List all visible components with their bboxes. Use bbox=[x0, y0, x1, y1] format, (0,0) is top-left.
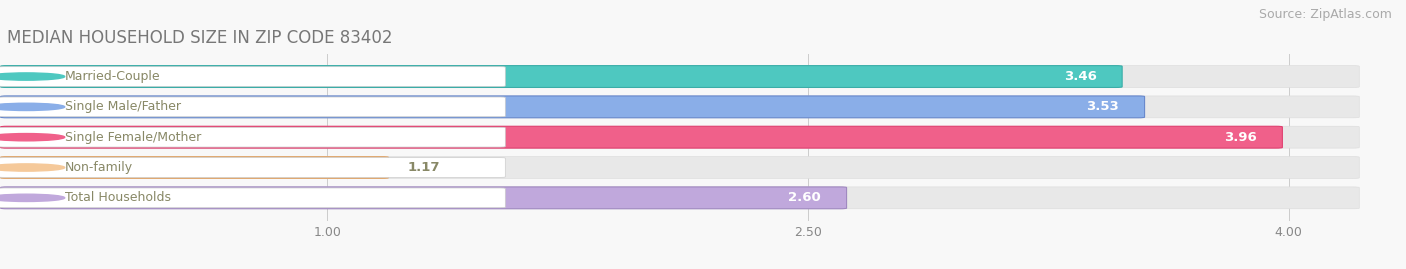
FancyBboxPatch shape bbox=[0, 66, 1360, 87]
Circle shape bbox=[0, 133, 65, 141]
FancyBboxPatch shape bbox=[0, 67, 505, 86]
Circle shape bbox=[0, 194, 65, 201]
Text: 3.96: 3.96 bbox=[1225, 131, 1257, 144]
Text: 3.46: 3.46 bbox=[1064, 70, 1097, 83]
FancyBboxPatch shape bbox=[0, 96, 1360, 118]
FancyBboxPatch shape bbox=[0, 126, 1360, 148]
Text: Married-Couple: Married-Couple bbox=[65, 70, 160, 83]
Circle shape bbox=[0, 73, 65, 80]
FancyBboxPatch shape bbox=[0, 96, 1144, 118]
Text: 3.53: 3.53 bbox=[1087, 100, 1119, 113]
FancyBboxPatch shape bbox=[0, 187, 846, 209]
Text: Single Female/Mother: Single Female/Mother bbox=[65, 131, 201, 144]
FancyBboxPatch shape bbox=[0, 66, 1122, 87]
Text: Source: ZipAtlas.com: Source: ZipAtlas.com bbox=[1258, 8, 1392, 21]
Text: Non-family: Non-family bbox=[65, 161, 132, 174]
Text: 2.60: 2.60 bbox=[789, 191, 821, 204]
FancyBboxPatch shape bbox=[0, 188, 505, 208]
FancyBboxPatch shape bbox=[0, 157, 388, 178]
Text: Single Male/Father: Single Male/Father bbox=[65, 100, 181, 113]
FancyBboxPatch shape bbox=[0, 97, 505, 117]
FancyBboxPatch shape bbox=[0, 187, 1360, 209]
Text: MEDIAN HOUSEHOLD SIZE IN ZIP CODE 83402: MEDIAN HOUSEHOLD SIZE IN ZIP CODE 83402 bbox=[7, 29, 392, 47]
FancyBboxPatch shape bbox=[0, 126, 1282, 148]
Text: 1.17: 1.17 bbox=[408, 161, 440, 174]
Circle shape bbox=[0, 164, 65, 171]
FancyBboxPatch shape bbox=[0, 157, 1360, 178]
FancyBboxPatch shape bbox=[0, 158, 505, 177]
Circle shape bbox=[0, 103, 65, 111]
FancyBboxPatch shape bbox=[0, 127, 505, 147]
Text: Total Households: Total Households bbox=[65, 191, 170, 204]
